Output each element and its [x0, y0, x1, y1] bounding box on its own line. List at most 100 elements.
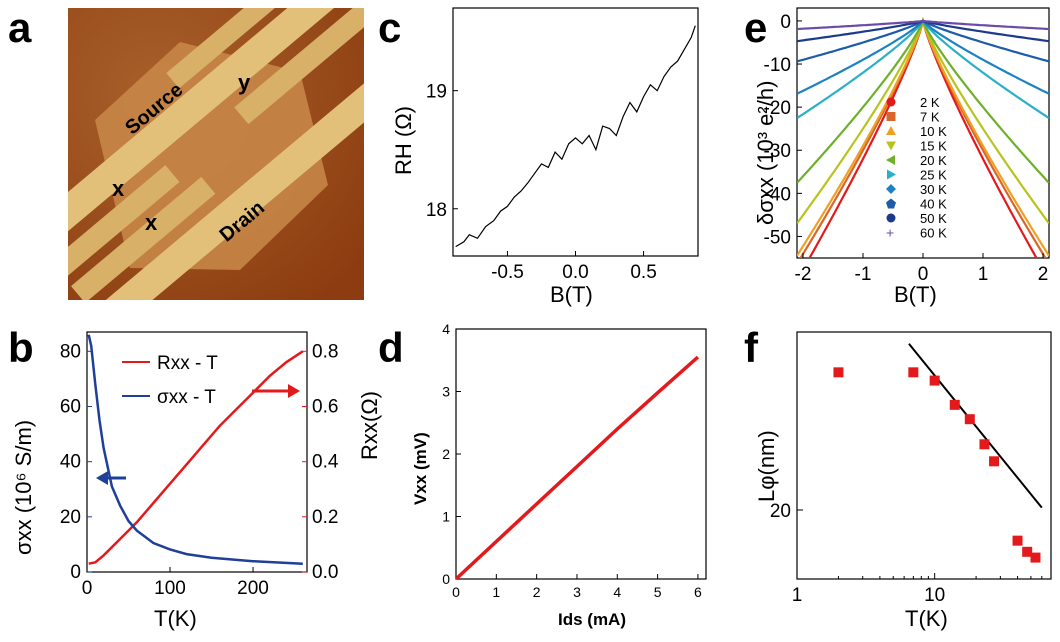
chart-f-point: [908, 367, 919, 378]
chart-b-series-1: [87, 334, 303, 565]
chart-b-ytick-right-label: 0.2: [312, 507, 338, 528]
chart-d-ylabel: Vxx (mV): [411, 432, 430, 505]
chart-d-series: [454, 355, 700, 581]
chart-b-ytick-right-label: 0.0: [312, 562, 338, 583]
chart-d-xtick-label: 2: [533, 584, 541, 600]
legend-label-8: 50 K: [920, 211, 947, 226]
panel-letter-f: f: [744, 324, 759, 371]
legend-marker-1: [886, 112, 896, 121]
legend-label-1: 7 K: [920, 110, 940, 125]
chart-d: 0 1 2 3 4 5 6 0 1 2 3 4 Ids (mA) Vxx (mV): [411, 321, 707, 629]
chart-c-xtick-label: 0.0: [562, 262, 588, 283]
panel-letter-c: c: [378, 4, 401, 51]
chart-b-ylabel-right: Rxx(Ω): [357, 391, 382, 460]
chart-c-xtick-label: -0.5: [491, 262, 524, 283]
chart-f-xlabel: T(K): [905, 606, 948, 631]
chart-d-xtick-label: 4: [613, 584, 621, 600]
chart-d-frame: [455, 328, 707, 580]
legend-label-7: 40 K: [920, 197, 947, 212]
chart-b-series-0: [88, 350, 304, 565]
chart-f-fit-line: [908, 343, 1043, 509]
chart-e-ytick-label: -20: [764, 98, 791, 119]
chart-f-point: [929, 375, 940, 386]
legend-label-5: 25 K: [920, 168, 947, 183]
chart-e-ytick-label: -30: [764, 141, 791, 162]
chart-f-point: [949, 399, 960, 410]
chart-d-xtick-label: 6: [694, 584, 702, 600]
chart-b-ytick-right-label: 0.6: [312, 396, 338, 417]
electrode-x2: [70, 176, 216, 300]
chart-f: 1 10 20 T(K) Lφ(nm): [754, 331, 1052, 631]
legend-label-sigma: σxx - T: [157, 387, 216, 408]
electrode-y1: [166, 8, 348, 89]
chart-e-xtick-label: 2: [1038, 264, 1049, 285]
chart-b-ytick-left-label: 40: [60, 452, 81, 473]
chart-c-ylabel: RH (Ω): [391, 106, 416, 175]
chart-f-point: [964, 414, 975, 425]
chart-e-ytick-label: -10: [764, 55, 791, 76]
chart-c-xtick-label: 0.5: [630, 262, 656, 283]
legend-label-3: 15 K: [920, 139, 947, 154]
chart-f-frame: [796, 331, 1052, 580]
panel-letter-d: d: [378, 324, 404, 371]
chart-f-point: [1030, 552, 1041, 563]
chart-b-ytick-left-label: 80: [60, 341, 81, 362]
chart-b-frame: [86, 331, 308, 573]
chart-b-ytick-left-label: 20: [60, 507, 81, 528]
legend-marker-2: [886, 126, 896, 135]
chart-d-ytick-label: 0: [442, 571, 450, 587]
arrow-right-icon: [252, 384, 300, 398]
panel-letter-b: b: [8, 324, 34, 371]
chart-d-ytick-label: 1: [442, 509, 450, 525]
chart-e-xtick-label: -1: [855, 264, 872, 285]
chart-b-xtick-label: 100: [154, 578, 186, 599]
chart-e: -2 -1 0 1 20-10-20-30-40-50 2 K7 K10 K15 K20…: [753, 7, 1050, 307]
chart-e-ytick-label: -40: [764, 184, 791, 205]
chart-d-xtick-label: 0: [452, 584, 460, 600]
chart-e-xtick-label: 1: [978, 264, 989, 285]
legend-marker-0: [886, 97, 896, 107]
chart-e-xtick-label: -2: [795, 264, 812, 285]
legend-label-4: 20 K: [920, 153, 947, 168]
chart-e-ytick-label: -50: [764, 227, 791, 248]
legend-label-9: 60 K: [920, 226, 947, 241]
chart-f-xtick-label: 1: [792, 585, 803, 606]
electrode-x1: [68, 165, 180, 279]
panel-letter-e: e: [744, 4, 767, 51]
legend-label-2: 10 K: [920, 124, 947, 139]
panel-letter-a: a: [8, 4, 32, 51]
chart-b-ylabel-left: σxx (10⁶ S/m): [11, 420, 36, 555]
chart-e-xlabel: B(T): [894, 282, 937, 307]
chart-b-legend: Rxx - T σxx - T: [122, 353, 218, 408]
legend-marker-6: [886, 184, 896, 194]
chart-b-ytick-left-label: 60: [60, 396, 81, 417]
drain-electrode: [92, 41, 364, 300]
chart-e-legend: 2 K7 K10 K15 K20 K25 K30 K40 K50 K + 60 K: [886, 95, 947, 241]
legend-marker-9: +: [886, 225, 894, 241]
chart-f-point: [1022, 546, 1033, 557]
chart-c-ytick-label: 18: [426, 200, 447, 221]
label-y: y: [238, 70, 251, 95]
chart-c: -0.5 0.0 0.5 18 19 B(T) RH (Ω): [391, 7, 699, 307]
chart-f-point: [1012, 535, 1023, 546]
chart-e-ytick-label: 0: [780, 12, 791, 33]
chart-b-ytick-right-label: 0.8: [312, 341, 338, 362]
chart-f-point: [989, 456, 1000, 467]
chart-d-ytick-label: 4: [442, 321, 450, 337]
chart-b-ytick-left-label: 0: [70, 562, 81, 583]
source-electrode: [68, 8, 364, 253]
legend-label-0: 2 K: [920, 95, 940, 110]
legend-label-rxx: Rxx - T: [157, 353, 218, 374]
chart-b-xlabel: T(K): [154, 606, 197, 631]
chart-c-xlabel: B(T): [550, 282, 593, 307]
chart-e-xtick-label: 0: [918, 264, 929, 285]
label-x2: x: [145, 210, 158, 235]
chart-d-xtick-label: 1: [492, 584, 500, 600]
legend-marker-5: [887, 169, 896, 180]
chart-c-ytick-label: 19: [426, 82, 447, 103]
chart-c-frame: [452, 7, 699, 257]
chart-f-xtick-label: 10: [924, 585, 945, 606]
chart-b-xtick-label: 0: [82, 578, 93, 599]
legend-label-6: 30 K: [920, 182, 947, 197]
